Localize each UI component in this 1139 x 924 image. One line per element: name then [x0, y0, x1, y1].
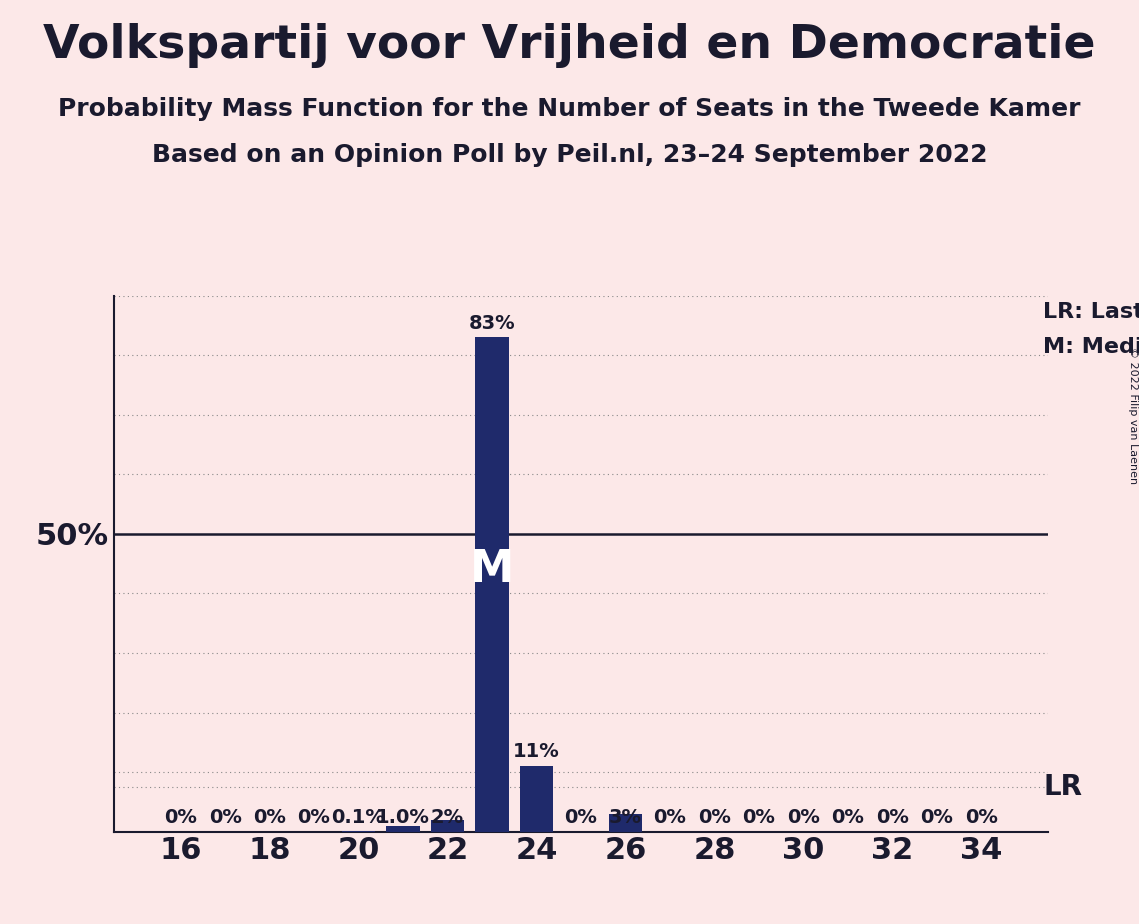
Text: 0%: 0%: [208, 808, 241, 827]
Text: 0%: 0%: [565, 808, 597, 827]
Text: 0%: 0%: [920, 808, 953, 827]
Text: 3%: 3%: [609, 808, 642, 827]
Bar: [519, 766, 554, 832]
Text: 0%: 0%: [164, 808, 197, 827]
Text: 0%: 0%: [743, 808, 776, 827]
Bar: [608, 814, 642, 832]
Text: 0%: 0%: [654, 808, 687, 827]
Text: 0%: 0%: [297, 808, 330, 827]
Text: LR: LR: [1043, 773, 1082, 801]
Bar: [431, 820, 465, 832]
Text: 0%: 0%: [965, 808, 998, 827]
Text: 1.0%: 1.0%: [376, 808, 429, 827]
Text: LR: Last Result: LR: Last Result: [1043, 301, 1139, 322]
Text: Based on an Opinion Poll by Peil.nl, 23–24 September 2022: Based on an Opinion Poll by Peil.nl, 23–…: [151, 143, 988, 167]
Text: 0.1%: 0.1%: [331, 808, 385, 827]
Bar: [475, 337, 509, 832]
Text: 11%: 11%: [513, 742, 559, 761]
Text: M: M: [469, 548, 514, 591]
Text: 2%: 2%: [431, 808, 464, 827]
Text: © 2022 Filip van Laenen: © 2022 Filip van Laenen: [1129, 347, 1138, 484]
Text: 0%: 0%: [831, 808, 865, 827]
Bar: [386, 826, 419, 832]
Text: Volkspartij voor Vrijheid en Democratie: Volkspartij voor Vrijheid en Democratie: [43, 23, 1096, 68]
Text: 0%: 0%: [787, 808, 820, 827]
Text: M: Median: M: Median: [1043, 337, 1139, 358]
Text: Probability Mass Function for the Number of Seats in the Tweede Kamer: Probability Mass Function for the Number…: [58, 97, 1081, 121]
Text: 0%: 0%: [253, 808, 286, 827]
Text: 0%: 0%: [876, 808, 909, 827]
Text: 83%: 83%: [468, 313, 515, 333]
Text: 0%: 0%: [698, 808, 731, 827]
